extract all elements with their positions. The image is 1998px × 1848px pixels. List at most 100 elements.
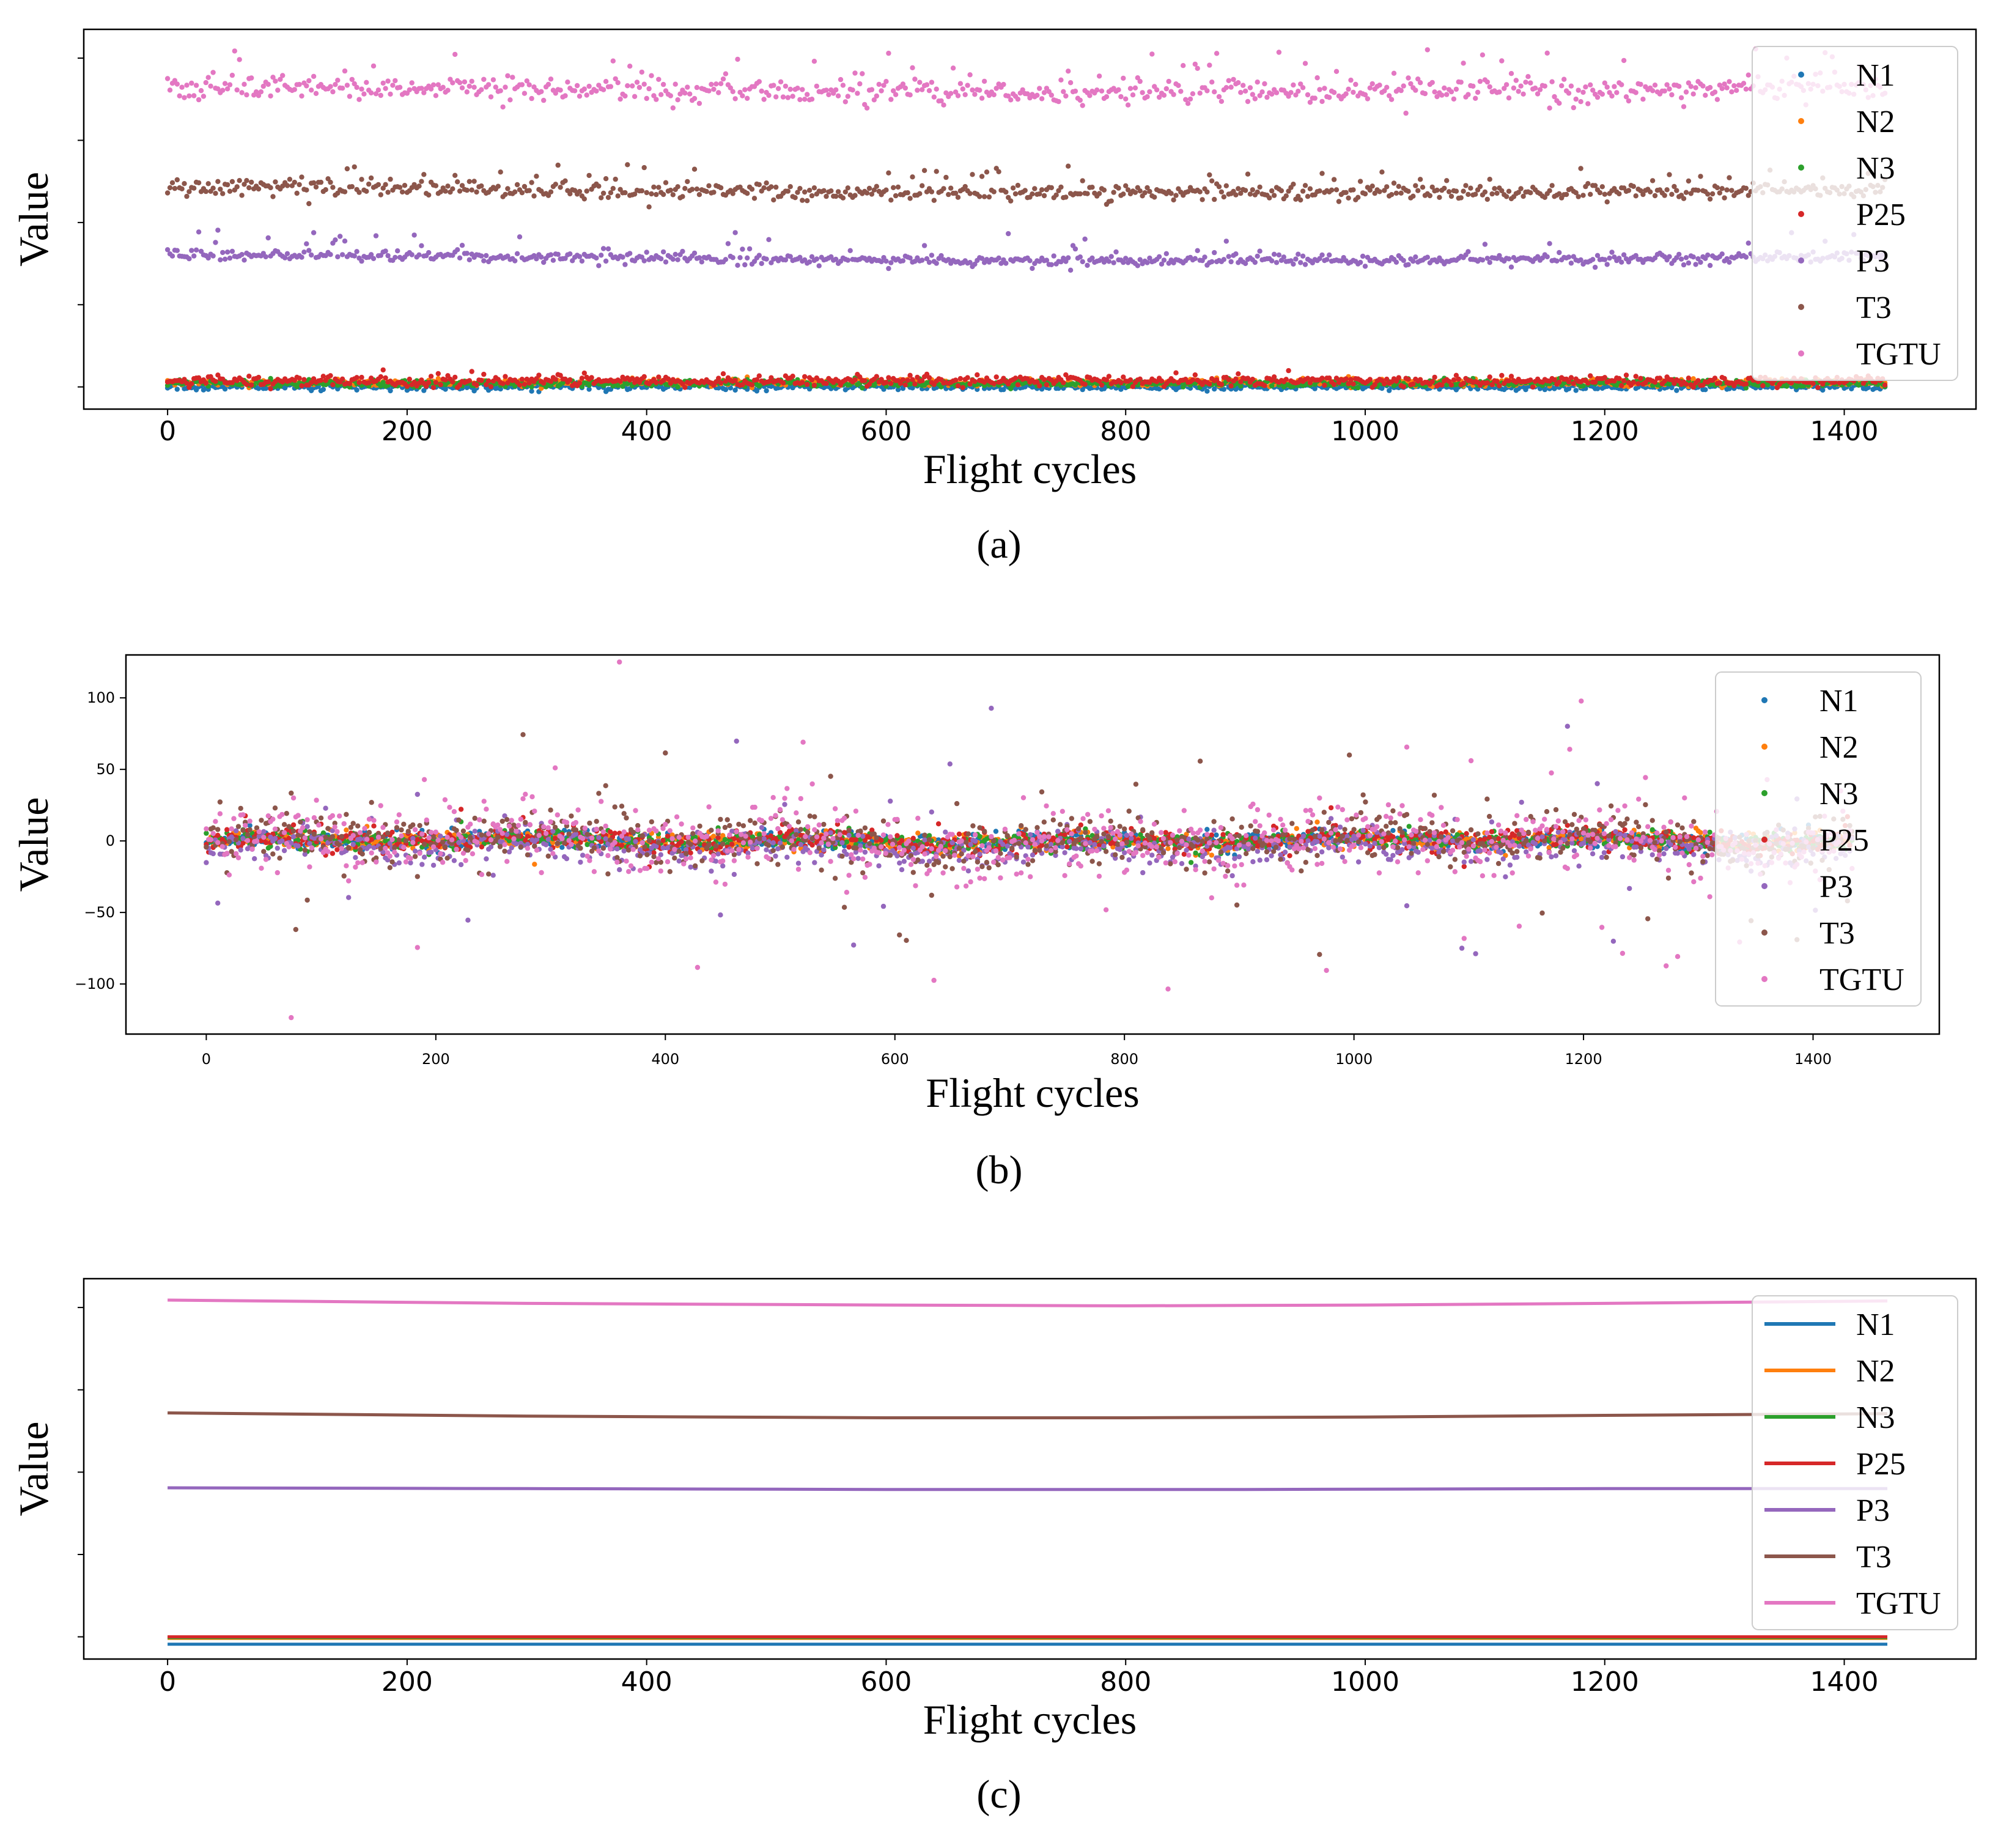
data-point [1123, 256, 1129, 261]
data-point [299, 383, 304, 389]
data-point [459, 243, 465, 248]
data-point [421, 90, 427, 95]
data-point [474, 189, 479, 195]
data-point [879, 88, 884, 94]
data-point [960, 385, 966, 390]
data-point [876, 81, 882, 87]
data-point [1307, 380, 1313, 386]
data-point [639, 69, 645, 75]
data-point [404, 383, 410, 389]
data-point [957, 375, 964, 382]
data-point [249, 179, 254, 185]
data-point [1291, 82, 1296, 88]
data-point [196, 375, 202, 380]
data-point [1030, 191, 1035, 197]
data-point [167, 87, 173, 93]
data-point [469, 369, 474, 374]
data-point [1652, 83, 1658, 88]
data-point [699, 259, 705, 265]
data-point [1429, 379, 1435, 385]
data-point [328, 84, 333, 89]
data-point [184, 83, 190, 88]
data-point [1745, 240, 1751, 246]
data-point [464, 251, 470, 256]
y-axis-label: Value [10, 172, 57, 267]
data-point [479, 377, 484, 383]
data-point [1168, 191, 1174, 196]
data-point [749, 382, 755, 388]
data-point [792, 195, 798, 201]
data-point [1003, 261, 1009, 266]
data-point [1681, 196, 1687, 201]
data-point [1209, 79, 1215, 85]
data-point [1662, 88, 1667, 94]
data-point [215, 372, 221, 378]
data-point [809, 254, 815, 259]
data-point [1173, 193, 1179, 198]
data-point [567, 377, 573, 383]
data-point [1346, 381, 1351, 386]
data-point [1223, 238, 1229, 244]
data-point [1683, 89, 1689, 95]
data-point [1619, 383, 1624, 388]
data-point [660, 249, 666, 255]
data-point [1458, 79, 1464, 85]
data-point [953, 190, 959, 196]
data-point [805, 92, 810, 97]
data-point [1712, 89, 1718, 95]
data-point [845, 94, 851, 99]
data-point [1312, 95, 1318, 101]
data-point [452, 51, 458, 57]
data-point [174, 81, 180, 87]
data-point [778, 79, 784, 84]
data-point [993, 374, 999, 380]
data-point [1171, 92, 1176, 97]
data-point [773, 184, 779, 190]
data-point [1406, 75, 1411, 81]
data-point [383, 86, 388, 91]
data-point [1734, 87, 1739, 93]
data-point [1743, 385, 1749, 391]
data-point [1683, 255, 1689, 261]
data-point [1298, 197, 1303, 203]
data-point [924, 82, 930, 87]
data-point [613, 76, 618, 82]
data-point [1619, 259, 1624, 265]
data-point [399, 189, 405, 195]
data-point [907, 255, 913, 261]
data-point [1245, 171, 1251, 177]
data-point [654, 380, 659, 385]
data-point [1528, 377, 1533, 383]
data-point [1707, 196, 1713, 202]
data-point [847, 248, 853, 253]
data-point [1296, 251, 1301, 257]
data-point [581, 86, 587, 92]
data-point [656, 76, 662, 82]
data-point [174, 177, 180, 183]
data-point [1566, 254, 1572, 260]
data-point [339, 86, 345, 91]
data-point [663, 180, 669, 185]
data-point [1499, 58, 1505, 64]
data-point [359, 258, 364, 264]
data-point [1077, 254, 1083, 260]
data-point [268, 386, 273, 391]
data-point [860, 71, 865, 76]
data-point [1121, 259, 1126, 265]
data-point [639, 254, 645, 260]
data-point [1477, 183, 1483, 190]
data-point [227, 255, 233, 261]
data-point [380, 367, 386, 373]
data-point [203, 380, 208, 386]
data-point [390, 83, 396, 88]
data-point [1255, 253, 1260, 259]
data-point [1367, 85, 1373, 91]
data-point [1494, 190, 1500, 196]
data-point [1221, 194, 1227, 200]
data-point [1116, 185, 1121, 191]
data-point [845, 185, 851, 191]
data-point [1140, 90, 1145, 95]
data-point [485, 82, 492, 87]
data-point [795, 86, 800, 91]
data-point [1499, 372, 1505, 379]
